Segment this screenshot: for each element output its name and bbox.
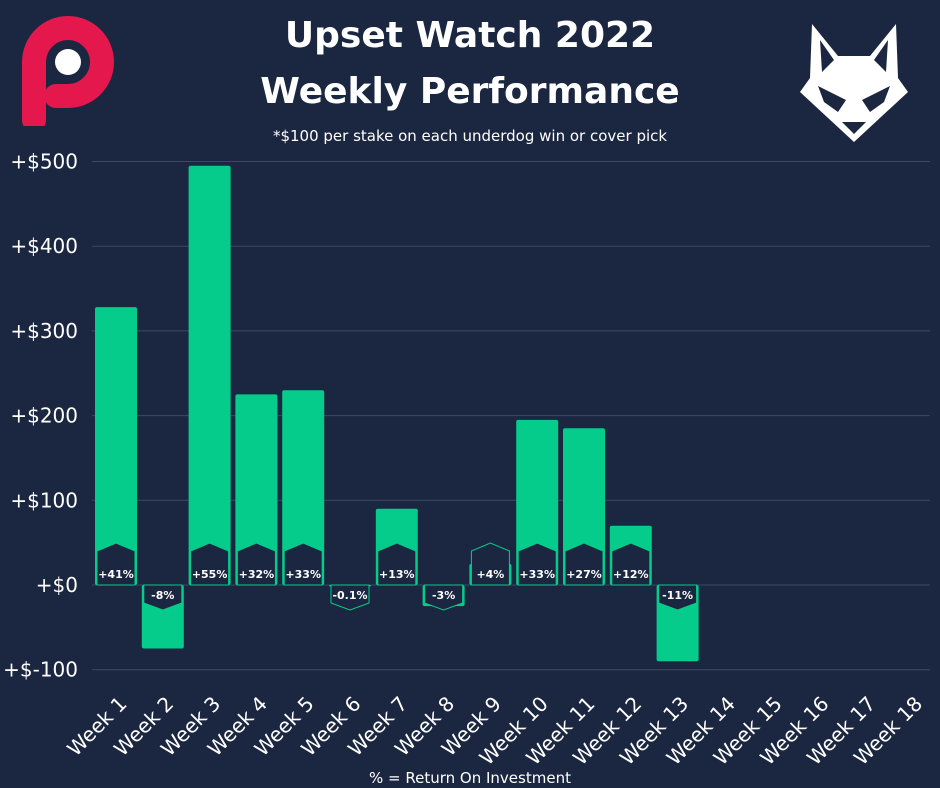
roi-label: -0.1% (332, 589, 367, 602)
y-tick-label: +$400 (10, 234, 78, 258)
roi-label: -8% (151, 589, 174, 602)
chart-title-line2: Weekly Performance (260, 71, 680, 112)
bar (563, 428, 605, 585)
p-logo-icon (22, 16, 114, 126)
y-tick-label: +$0 (36, 573, 78, 597)
bar (95, 307, 137, 585)
roi-label: +12% (613, 568, 649, 581)
roi-badge (283, 542, 323, 586)
roi-label: +41% (98, 568, 134, 581)
chart-title-line1: Upset Watch 2022 (284, 15, 656, 56)
roi-badge (424, 584, 464, 611)
y-tick-label: +$100 (10, 488, 78, 512)
roi-badge (236, 542, 276, 586)
bar (516, 419, 559, 585)
y-tick-label: +$300 (10, 319, 78, 343)
roi-label: -3% (432, 589, 455, 602)
wolf-logo-icon (800, 24, 908, 142)
bar (282, 390, 325, 585)
bar (188, 165, 231, 586)
y-tick-label: +$200 (10, 404, 78, 428)
roi-label: +27% (566, 568, 602, 581)
roi-badge (190, 542, 230, 586)
roi-badge (96, 542, 136, 586)
roi-badge (564, 542, 604, 586)
roi-badge (611, 542, 651, 586)
roi-badge (658, 584, 698, 611)
roi-label: +33% (519, 568, 555, 581)
roi-label: +32% (239, 568, 275, 581)
roi-label: +55% (192, 568, 228, 581)
roi-label: +4% (476, 568, 504, 581)
roi-label: +13% (379, 568, 415, 581)
roi-badge (330, 584, 370, 611)
roi-label: -11% (662, 589, 693, 602)
roi-label: +33% (285, 568, 321, 581)
roi-badge (143, 584, 183, 611)
roi-badge (517, 542, 557, 586)
roi-badge (470, 542, 510, 586)
bar (235, 394, 278, 585)
roi-badge (377, 542, 417, 586)
y-tick-label: +$-100 (3, 658, 78, 682)
chart-subtitle: *$100 per stake on each underdog win or … (272, 127, 668, 145)
y-tick-label: +$500 (10, 150, 78, 174)
roi-footnote: % = Return On Investment (369, 769, 571, 787)
